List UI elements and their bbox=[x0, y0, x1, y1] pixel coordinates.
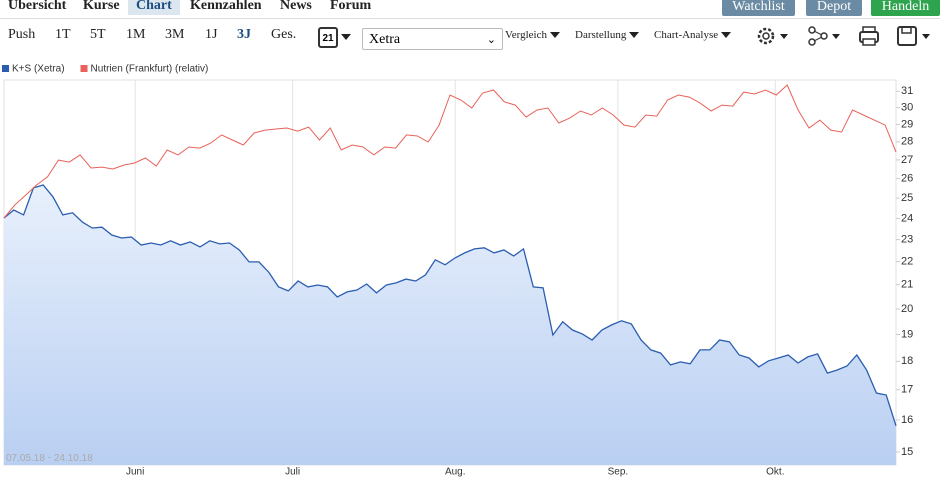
save-icon[interactable] bbox=[897, 26, 930, 46]
toolbar-menu[interactable]: Darstellung bbox=[575, 29, 639, 41]
x-tick-label: Okt. bbox=[766, 467, 784, 478]
series-line bbox=[3, 184, 897, 426]
period-button[interactable]: 1T bbox=[55, 27, 71, 42]
y-tick-label: 19 bbox=[901, 328, 913, 340]
y-tick-label: 25 bbox=[901, 192, 913, 204]
y-tick-label: 28 bbox=[901, 136, 913, 148]
y-tick-label: 30 bbox=[901, 101, 913, 113]
range-start: 07.05.18 bbox=[6, 453, 45, 464]
y-tick-label: 22 bbox=[901, 256, 913, 268]
exchange-select[interactable]: Xetra ⌄ bbox=[362, 28, 503, 50]
y-tick-label: 24 bbox=[901, 212, 913, 224]
y-tick-label: 15 bbox=[901, 446, 913, 458]
y-tick-label: 17 bbox=[901, 384, 913, 396]
exchange-value: Xetra bbox=[369, 32, 401, 47]
series-line bbox=[3, 84, 897, 219]
share-icon[interactable] bbox=[808, 26, 840, 46]
range-end: 24.10.18 bbox=[54, 453, 93, 464]
nav-tab[interactable]: Forum bbox=[330, 0, 372, 13]
period-button[interactable]: 1J bbox=[205, 27, 218, 42]
calendar-button[interactable]: 21 bbox=[318, 27, 338, 48]
nav-tab[interactable]: Kennzahlen bbox=[190, 0, 262, 13]
legend-label: K+S (Xetra) bbox=[12, 64, 65, 75]
nav-tab[interactable]: Kurse bbox=[83, 0, 120, 13]
area bbox=[4, 185, 896, 465]
toolbar-menu[interactable]: Chart-Analyse bbox=[654, 29, 731, 41]
x-tick-label: Juni bbox=[126, 467, 144, 478]
nav-tab[interactable]: Chart bbox=[128, 0, 180, 15]
y-tick-label: 16 bbox=[901, 414, 913, 426]
period-button[interactable]: 3M bbox=[165, 27, 185, 42]
select-caret: ⌄ bbox=[486, 34, 496, 46]
x-tick-label: Aug. bbox=[445, 467, 466, 478]
legend-swatch bbox=[80, 65, 88, 72]
nav-button[interactable]: Watchlist bbox=[722, 0, 795, 16]
period-button[interactable]: Ges. bbox=[271, 27, 297, 42]
nav-tab[interactable]: News bbox=[280, 0, 312, 13]
y-tick-label: 21 bbox=[901, 279, 913, 291]
nav-tab[interactable]: Übersicht bbox=[8, 0, 67, 13]
period-button[interactable]: 3J bbox=[237, 27, 251, 42]
legend-swatch bbox=[2, 65, 9, 72]
nav-button[interactable]: Depot bbox=[806, 0, 862, 16]
calendar-caret bbox=[341, 34, 351, 45]
divider bbox=[0, 18, 940, 19]
y-tick-label: 27 bbox=[901, 154, 913, 166]
settings-icon[interactable] bbox=[757, 27, 788, 45]
period-button[interactable]: 1M bbox=[126, 27, 146, 42]
nav-button[interactable]: Handeln bbox=[871, 0, 940, 16]
y-tick-label: 31 bbox=[901, 85, 913, 97]
toolbar-icons bbox=[757, 26, 930, 46]
y-tick-label: 18 bbox=[901, 355, 913, 367]
date-range: 07.05.18 - 24.10.18 bbox=[6, 453, 93, 464]
y-tick-label: 26 bbox=[901, 173, 913, 185]
period-button[interactable]: 5T bbox=[90, 27, 106, 42]
y-tick-label: 29 bbox=[901, 118, 913, 130]
print-icon[interactable] bbox=[859, 26, 879, 46]
toolbar-menu[interactable]: Vergleich bbox=[505, 29, 560, 41]
legend-label: Nutrien (Frankfurt) (relativ) bbox=[91, 64, 209, 75]
period-button[interactable]: Push bbox=[8, 27, 36, 42]
chart: Juni Juli Aug. Sep. Okt. 15 16 17 18 19 20 21 22 23 24… bbox=[2, 64, 913, 478]
x-tick-label: Juli bbox=[285, 467, 300, 478]
y-tick-label: 23 bbox=[901, 233, 913, 245]
x-tick-label: Sep. bbox=[608, 467, 629, 478]
y-tick-label: 20 bbox=[901, 303, 913, 315]
